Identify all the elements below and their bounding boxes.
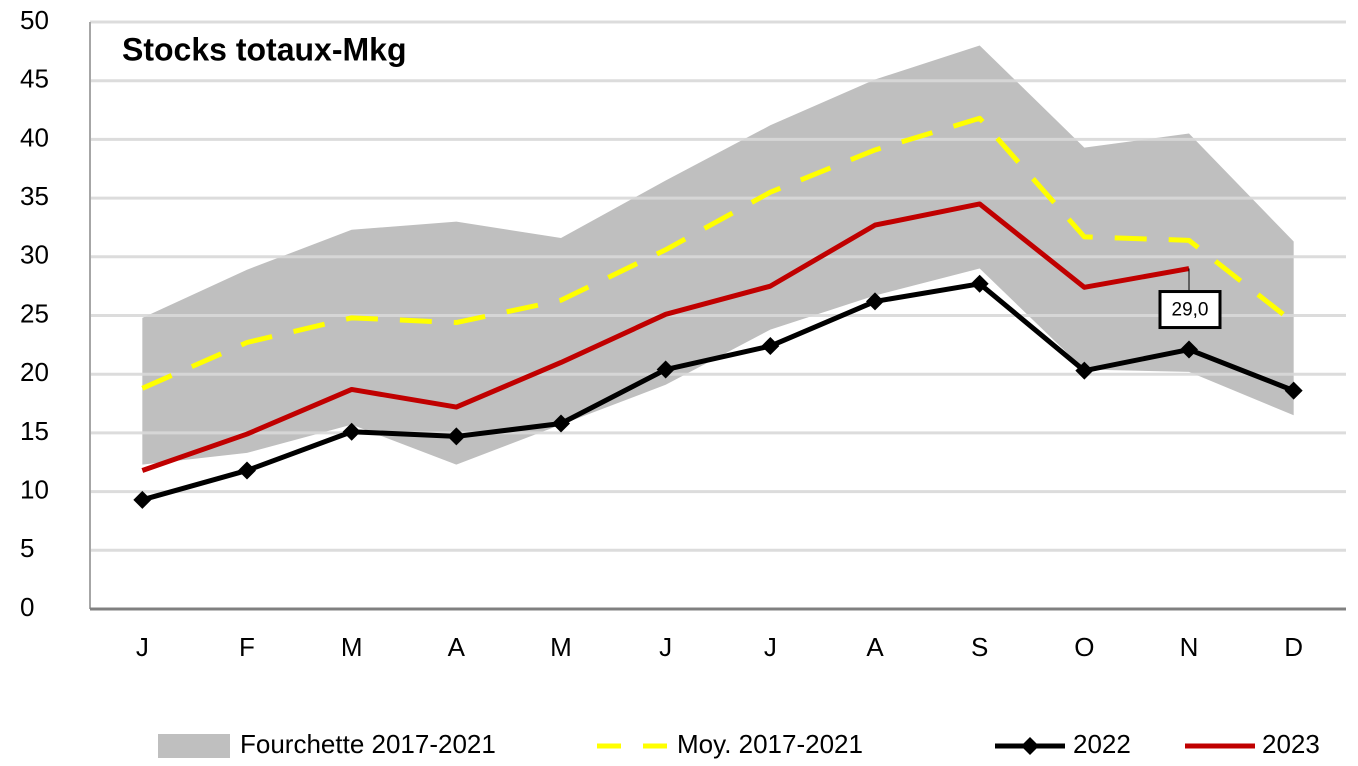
x-tick-label: O [1074, 632, 1094, 662]
point-marker [1284, 381, 1303, 400]
x-tick-label: A [866, 632, 884, 662]
label-box [1158, 290, 1222, 330]
y-tick-label: 0 [20, 592, 34, 622]
x-tick-label: A [448, 632, 466, 662]
series-line [141, 281, 1295, 503]
y-tick-label: 10 [20, 474, 49, 504]
y-tick-label: 20 [20, 357, 49, 387]
range-band [142, 45, 1294, 465]
y-tick-label: 50 [20, 5, 49, 35]
x-tick-label: N [1180, 632, 1199, 662]
point-marker [1180, 340, 1198, 359]
x-tick-label: F [239, 632, 255, 662]
y-tick-label: 5 [20, 533, 34, 563]
point-marker [866, 292, 884, 311]
x-tick-label: M [550, 632, 572, 662]
point-marker [1075, 361, 1094, 380]
legend-label: 2023 [1262, 729, 1320, 759]
y-tick-label: 45 [20, 64, 49, 94]
chart-title: Stocks totaux-Mkg [122, 31, 406, 67]
legend-label: Fourchette 2017-2021 [240, 729, 496, 759]
point-marker [133, 490, 152, 509]
point-marker [342, 422, 361, 441]
point-marker [238, 461, 256, 480]
legend-swatch [158, 734, 230, 758]
point-marker [970, 274, 989, 293]
data-label: 29,0 [1172, 300, 1209, 321]
x-tick-label: J [659, 632, 672, 662]
series-line [141, 115, 1296, 391]
x-tick-label: M [341, 632, 363, 662]
x-tick-label: S [971, 632, 988, 662]
point-marker [447, 427, 466, 446]
point-marker [761, 337, 780, 356]
y-tick-label: 30 [20, 240, 49, 270]
point-marker [552, 414, 570, 433]
point-marker [656, 360, 675, 379]
y-tick-label: 15 [20, 416, 49, 446]
legend-label: Moy. 2017-2021 [677, 729, 863, 759]
legend-marker [1021, 737, 1039, 755]
y-tick-label: 35 [20, 181, 49, 211]
x-tick-label: J [764, 632, 777, 662]
legend-label: 2022 [1073, 729, 1131, 759]
series-line [141, 201, 1190, 473]
x-tick-label: D [1284, 632, 1303, 662]
y-tick-label: 40 [20, 122, 49, 152]
y-tick-label: 25 [20, 298, 49, 328]
x-tick-label: J [136, 632, 149, 662]
